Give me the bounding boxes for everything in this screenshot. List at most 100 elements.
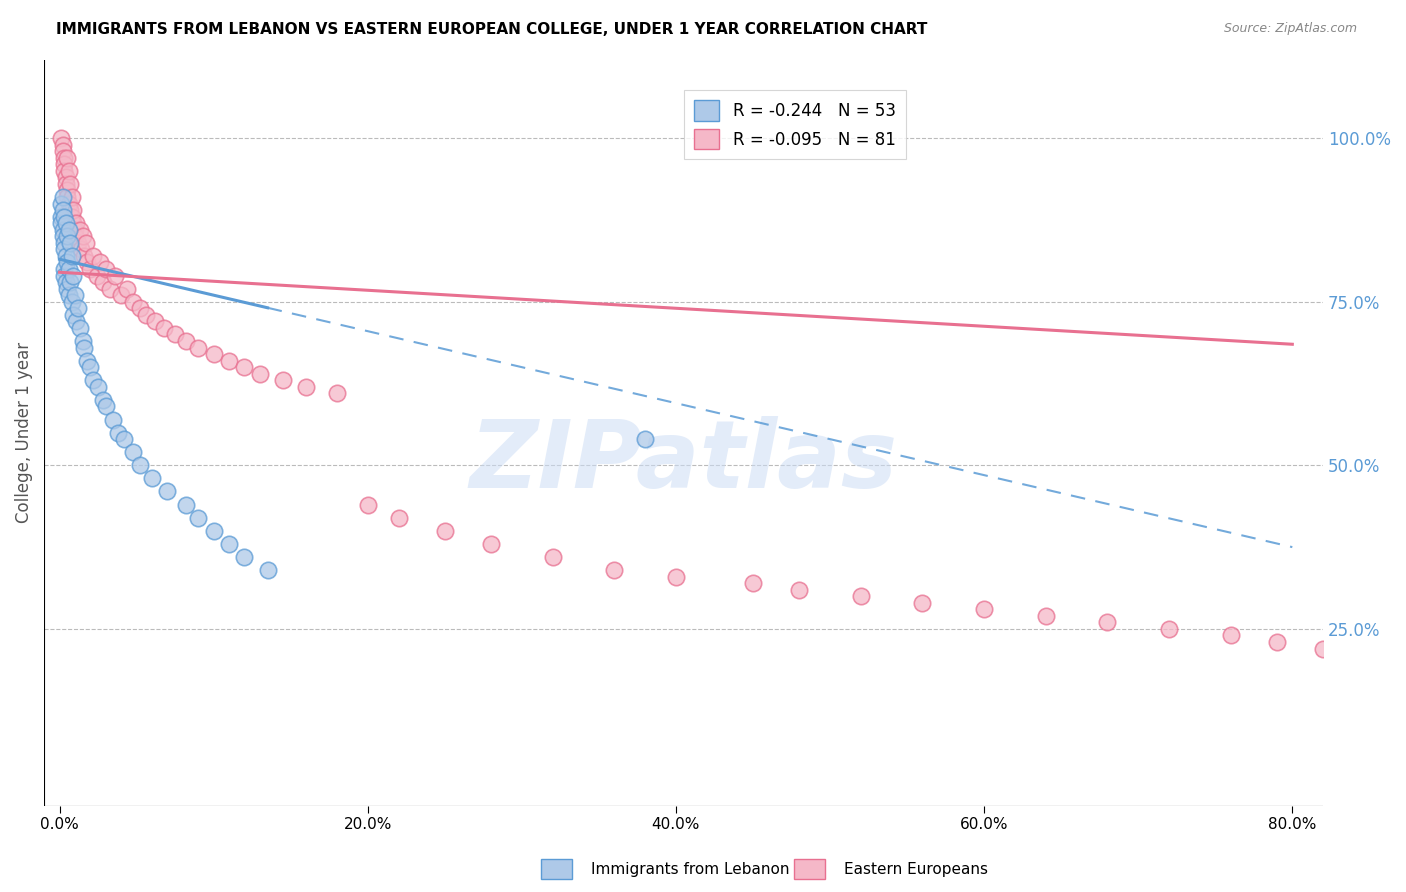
Point (91, 392, 114, 407)
Y-axis label: College, Under 1 year: College, Under 1 year (15, 342, 32, 524)
Point (202, 524, 225, 538)
Point (233, 549, 256, 564)
Point (59, 203, 82, 218)
Point (49, 131, 72, 145)
Point (53, 235, 76, 250)
Point (52, 203, 75, 218)
Point (479, 537, 502, 551)
Text: Source: ZipAtlas.com: Source: ZipAtlas.com (1223, 22, 1357, 36)
Point (787, 582, 810, 597)
Point (82, 373, 104, 387)
Point (326, 386, 349, 401)
Point (110, 288, 132, 302)
Point (218, 537, 240, 551)
Point (53, 151, 76, 165)
Point (82, 249, 104, 263)
Point (60, 249, 83, 263)
Point (76, 353, 98, 368)
Point (73, 341, 96, 355)
Point (107, 425, 129, 440)
Point (52, 229, 75, 244)
Point (60, 294, 83, 309)
Legend: R = -0.244   N = 53, R = -0.095   N = 81: R = -0.244 N = 53, R = -0.095 N = 81 (685, 90, 905, 160)
Point (153, 321, 176, 335)
Point (1219, 628, 1241, 642)
Point (60, 210, 83, 224)
Point (65, 216, 87, 230)
Point (104, 268, 127, 283)
Point (53, 262, 76, 277)
Point (603, 563, 626, 577)
Point (55, 170, 77, 185)
Point (69, 223, 91, 237)
Point (63, 223, 86, 237)
Point (55, 177, 77, 191)
Point (55, 275, 77, 289)
Point (58, 196, 80, 211)
Text: ZIPatlas: ZIPatlas (470, 417, 897, 508)
Point (75, 235, 97, 250)
Point (143, 314, 166, 328)
Point (634, 432, 657, 446)
Point (56, 184, 79, 198)
Point (94, 400, 117, 414)
Point (1157, 622, 1180, 636)
Point (55, 249, 77, 263)
Point (1312, 641, 1334, 656)
Point (58, 262, 80, 277)
Point (56, 151, 79, 165)
Point (89, 255, 111, 269)
Point (433, 524, 456, 538)
Point (122, 445, 145, 459)
Point (973, 602, 995, 616)
Point (62, 203, 84, 218)
Point (742, 576, 765, 591)
Point (1097, 615, 1119, 630)
Point (100, 282, 122, 296)
Point (52, 137, 75, 152)
Point (53, 157, 76, 171)
Point (271, 373, 294, 387)
Point (53, 243, 76, 257)
Point (56, 190, 79, 204)
Point (233, 360, 256, 375)
Point (63, 229, 86, 244)
Point (76, 255, 98, 269)
Point (541, 549, 564, 564)
Point (141, 471, 163, 485)
Point (256, 563, 278, 577)
Point (65, 314, 87, 328)
Point (1374, 655, 1396, 669)
Point (202, 347, 225, 361)
Point (187, 341, 209, 355)
Point (1343, 648, 1365, 662)
Point (94, 262, 117, 277)
Point (60, 190, 83, 204)
Point (58, 288, 80, 302)
Point (174, 498, 197, 512)
Point (49, 216, 72, 230)
Point (87, 380, 110, 394)
Point (59, 235, 82, 250)
Point (52, 145, 75, 159)
Point (53, 210, 76, 224)
Point (1405, 661, 1406, 675)
Point (135, 308, 157, 322)
Point (69, 321, 91, 335)
Point (49, 196, 72, 211)
Point (249, 367, 271, 381)
Point (117, 282, 139, 296)
Point (66, 301, 89, 316)
Text: IMMIGRANTS FROM LEBANON VS EASTERN EUROPEAN COLLEGE, UNDER 1 YEAR CORRELATION CH: IMMIGRANTS FROM LEBANON VS EASTERN EUROP… (56, 22, 928, 37)
Point (73, 249, 96, 263)
Point (112, 432, 135, 446)
Point (103, 412, 125, 426)
Point (79, 262, 101, 277)
Point (187, 510, 209, 524)
Point (86, 268, 108, 283)
Point (52, 190, 75, 204)
Point (49, 210, 72, 224)
Point (156, 484, 179, 499)
Point (56, 282, 79, 296)
Point (911, 596, 934, 610)
